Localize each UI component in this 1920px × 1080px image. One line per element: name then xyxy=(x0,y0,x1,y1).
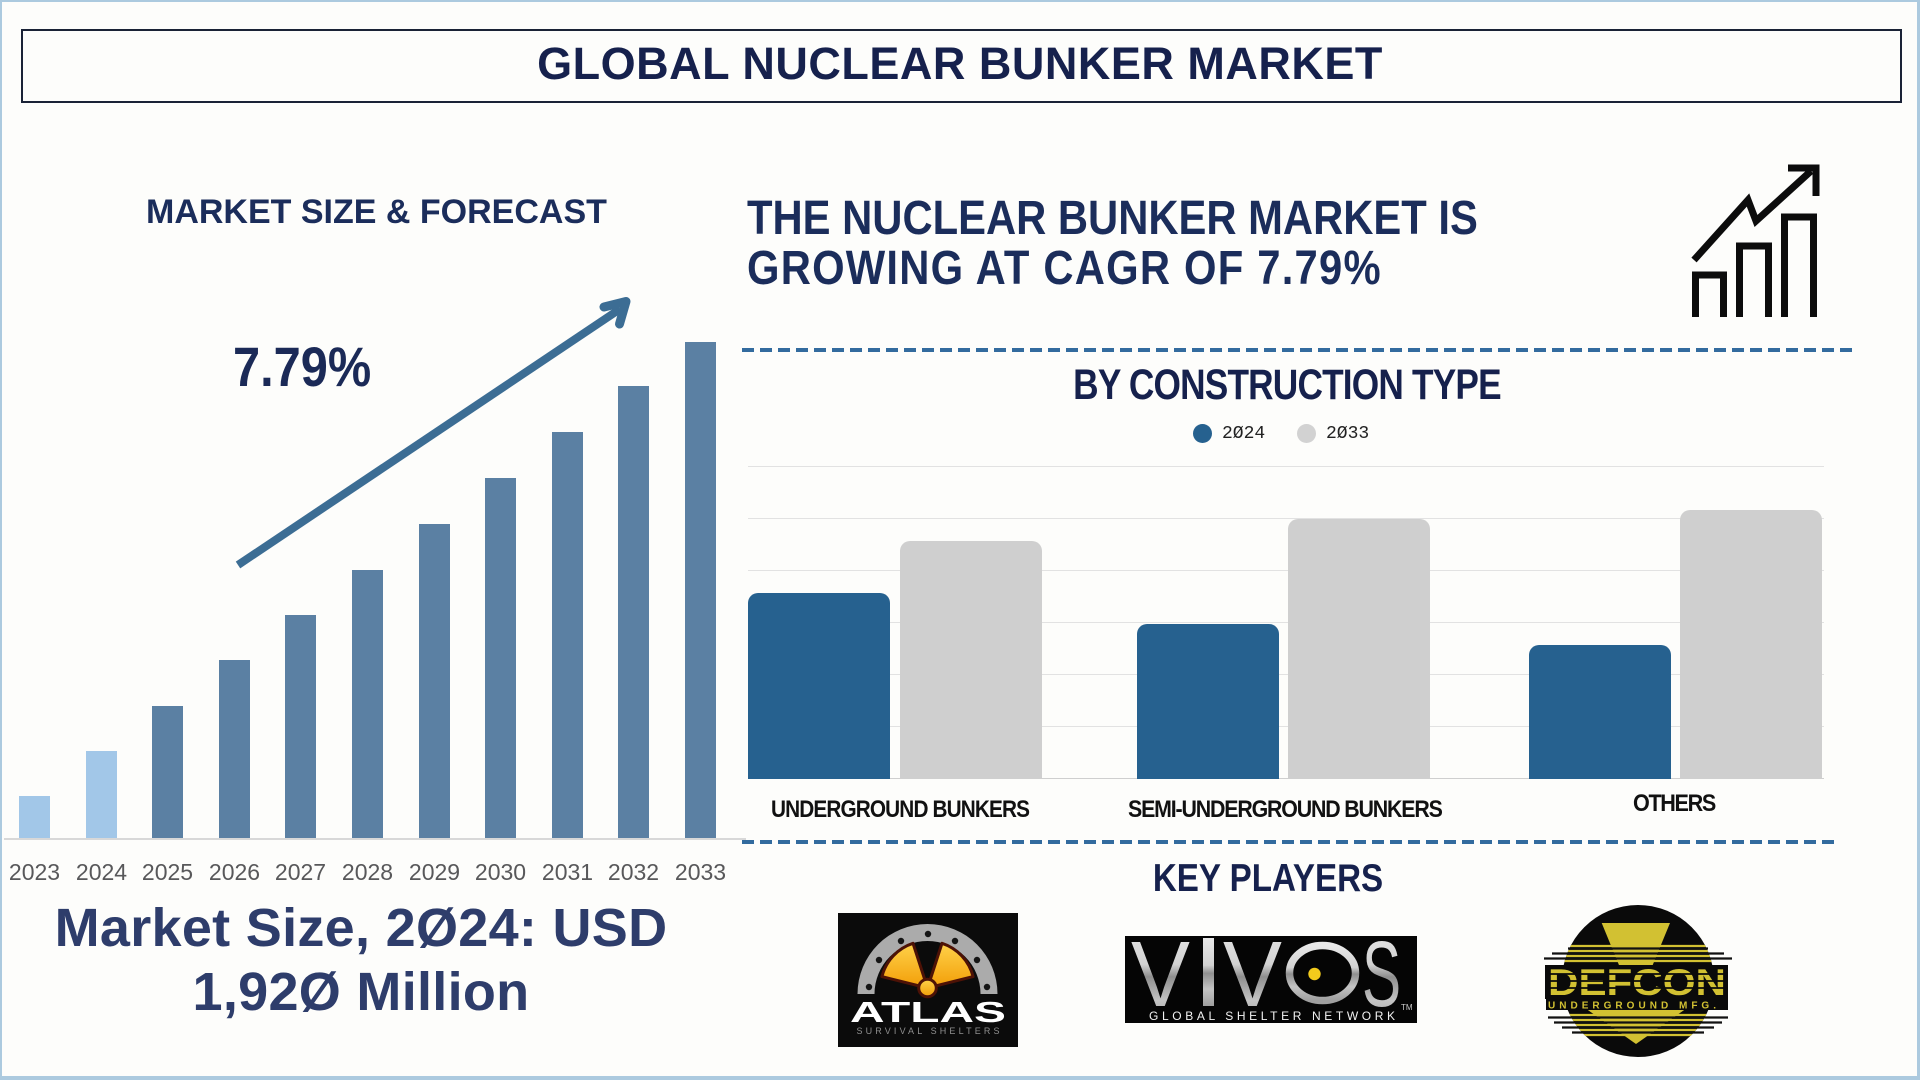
svg-text:UNDERGROUND MFG.: UNDERGROUND MFG. xyxy=(1548,1001,1716,1012)
svg-text:V: V xyxy=(1131,936,1190,1023)
svg-text:S: S xyxy=(1362,936,1401,1023)
svg-text:GLOBAL SHELTER NETWORK: GLOBAL SHELTER NETWORK xyxy=(1149,1009,1395,1023)
svg-text:DEFCON: DEFCON xyxy=(1548,962,1726,1003)
svg-text:V: V xyxy=(1223,936,1282,1023)
svg-text:TM: TM xyxy=(1401,1003,1413,1012)
svg-text:ATLAS: ATLAS xyxy=(850,997,1006,1029)
